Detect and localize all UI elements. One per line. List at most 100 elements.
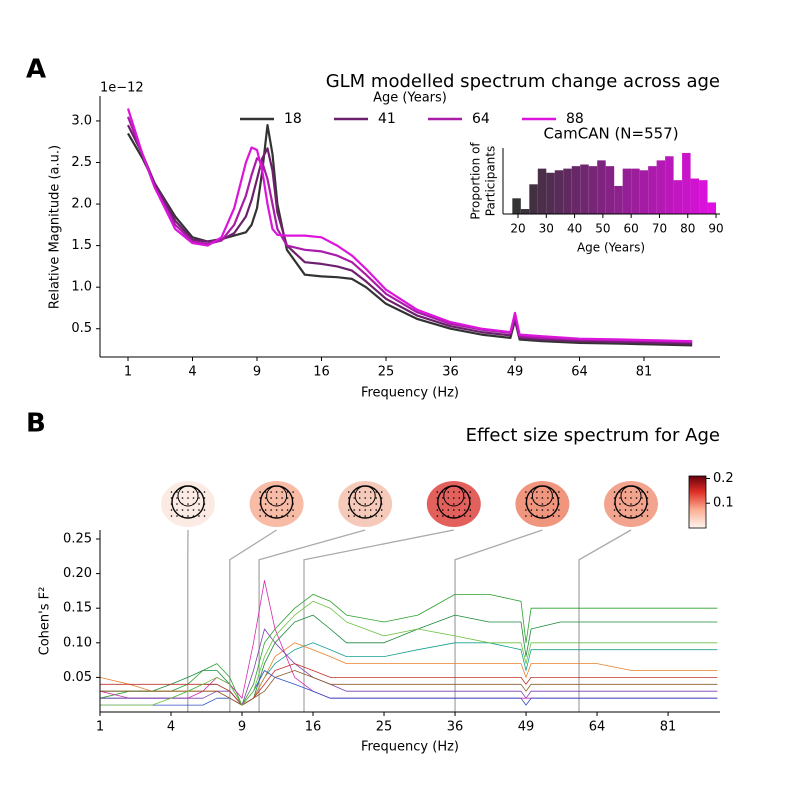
x-tick-label: 9	[238, 720, 246, 735]
sensor-dot	[613, 515, 616, 517]
y-tick-label: 0.15	[63, 601, 92, 616]
sensor-dot	[613, 491, 616, 493]
sensor-dot	[358, 491, 361, 493]
x-tick-label: 20	[510, 222, 525, 236]
sensor-dot	[458, 497, 461, 499]
sensor-dot	[558, 509, 560, 511]
sensor-dot	[347, 503, 350, 505]
marker-line	[229, 529, 277, 712]
marker-line	[303, 529, 454, 712]
panel-label: B	[26, 409, 46, 439]
sensor-dot	[375, 497, 378, 499]
marker-line	[578, 529, 632, 712]
sensor-dot	[624, 497, 627, 499]
x-tick-label: 40	[567, 222, 582, 236]
sensor-dot	[630, 503, 632, 505]
inset-title: CamCAN (N=557)	[543, 125, 678, 143]
sensor-dot	[630, 515, 632, 517]
sensor-dot	[547, 491, 549, 493]
sensor-dot	[369, 515, 372, 517]
sensor-dot	[375, 515, 378, 517]
sensor-dot	[281, 509, 283, 511]
sensor-dot	[558, 491, 560, 493]
sensor-dot	[181, 491, 184, 493]
sensor-dot	[270, 491, 272, 493]
topomap	[249, 481, 304, 527]
histogram-bar	[699, 180, 708, 214]
sensor-dot	[358, 497, 361, 499]
chart-title: Effect size spectrum for Age	[466, 425, 720, 446]
x-tick-label: 81	[660, 720, 677, 735]
sensor-dot	[447, 509, 450, 511]
sensor-dot	[192, 509, 195, 511]
sensor-dot	[635, 491, 638, 493]
sensor-dot	[458, 491, 461, 493]
sensor-dot	[641, 497, 643, 499]
series-line	[100, 628, 718, 706]
sensor-dot	[275, 509, 278, 511]
sensor-dot	[453, 491, 455, 493]
histogram-bar	[605, 166, 615, 214]
y-tick-label: 0.05	[63, 670, 92, 685]
histogram-bar	[546, 172, 555, 214]
sensor-dot	[375, 503, 378, 505]
series-line	[100, 600, 718, 706]
sensor-dot	[442, 503, 444, 505]
sensor-dot	[358, 515, 361, 517]
y-tick-label: 0.25	[63, 531, 92, 546]
histogram-bar	[631, 168, 640, 214]
x-tick-label: 25	[378, 365, 395, 380]
sensor-dot	[176, 509, 178, 511]
sensor-dot	[198, 509, 200, 511]
sensor-dot	[369, 497, 372, 499]
sensor-dot	[641, 491, 643, 493]
topomap-inner	[266, 485, 288, 507]
sensor-dot	[203, 497, 206, 499]
sensor-dot	[347, 491, 350, 493]
y-axis-label: Relative Magnitude (a.u.)	[48, 145, 63, 309]
sensor-dot	[525, 509, 527, 511]
sensor-dot	[375, 491, 378, 493]
histogram-bar	[537, 168, 547, 214]
sensor-dot	[613, 497, 616, 499]
sensor-dot	[187, 509, 189, 511]
x-tick-label: 50	[595, 222, 610, 236]
sensor-dot	[181, 509, 184, 511]
sensor-dot	[641, 515, 643, 517]
legend-label: 18	[284, 111, 302, 127]
sensor-dot	[453, 497, 455, 499]
sensor-dot	[447, 497, 450, 499]
sensor-dot	[292, 509, 294, 511]
x-tick-label: 36	[447, 720, 464, 735]
histogram-bar	[707, 202, 717, 214]
sensor-dot	[264, 503, 267, 505]
sensor-dot	[525, 503, 527, 505]
sensor-dot	[469, 497, 472, 499]
sensor-dot	[442, 515, 444, 517]
sensor-dot	[292, 503, 294, 505]
sensor-dot	[469, 503, 472, 505]
histogram-bar	[529, 184, 538, 214]
sensor-dot	[380, 497, 383, 499]
x-tick-label: 1	[96, 720, 104, 735]
sensor-dot	[364, 509, 367, 511]
sensor-dot	[347, 509, 350, 511]
sensor-dot	[170, 491, 173, 493]
sensor-dot	[364, 503, 367, 505]
sensor-dot	[464, 515, 466, 517]
sensor-dot	[369, 503, 372, 505]
sensor-dot	[630, 497, 632, 499]
sensor-dot	[530, 515, 533, 517]
x-tick-label: 16	[305, 720, 322, 735]
inset-y-label: Proportion of	[469, 142, 483, 220]
sensor-dot	[259, 497, 261, 499]
x-tick-label: 4	[167, 720, 175, 735]
sensor-dot	[619, 497, 621, 499]
sensor-dot	[530, 509, 533, 511]
sensor-dot	[613, 509, 616, 511]
sensor-dot	[635, 497, 638, 499]
sensor-dot	[264, 515, 267, 517]
topomap-inner	[443, 485, 465, 507]
sensor-dot	[635, 503, 638, 505]
